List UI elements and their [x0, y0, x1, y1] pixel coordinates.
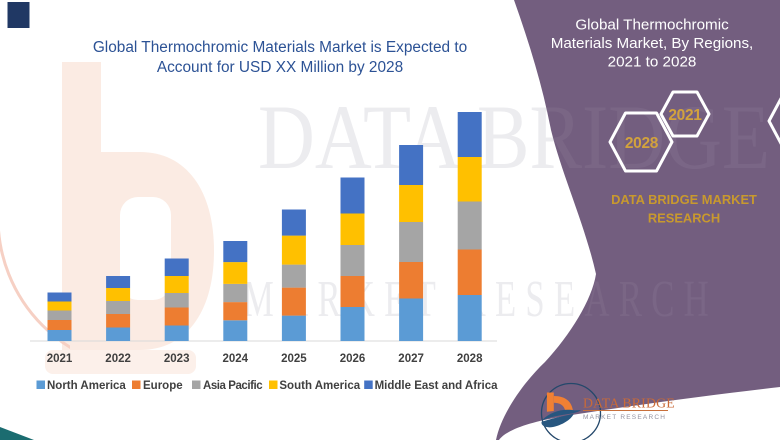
svg-text:Asia Pacific: Asia Pacific [203, 380, 263, 392]
svg-text:2028: 2028 [625, 135, 659, 152]
svg-text:RESEARCH: RESEARCH [648, 211, 720, 226]
svg-text:DATA BRIDGE: DATA BRIDGE [583, 396, 675, 411]
svg-text:Global Thermochromic Materials: Global Thermochromic Materials Market is… [93, 39, 467, 56]
svg-text:2021: 2021 [47, 353, 73, 365]
svg-text:Account for USD XX Million by: Account for USD XX Million by 2028 [157, 59, 403, 76]
svg-text:2022: 2022 [105, 353, 131, 365]
svg-text:MARKET RESEARCH: MARKET RESEARCH [583, 414, 667, 421]
svg-text:2024: 2024 [223, 353, 249, 365]
svg-text:Materials Market, By Regions,: Materials Market, By Regions, [551, 35, 754, 52]
svg-text:2027: 2027 [398, 353, 424, 365]
svg-text:Europe: Europe [143, 380, 183, 392]
svg-text:2021: 2021 [668, 107, 702, 124]
svg-text:2025: 2025 [281, 353, 307, 365]
svg-text:DATA BRIDGE MARKET: DATA BRIDGE MARKET [611, 192, 757, 207]
svg-text:2026: 2026 [340, 353, 366, 365]
svg-text:Global Thermochromic: Global Thermochromic [575, 17, 729, 34]
svg-text:2023: 2023 [164, 353, 190, 365]
svg-text:2021 to 2028: 2021 to 2028 [608, 54, 697, 71]
svg-text:2028: 2028 [457, 353, 483, 365]
svg-text:Middle East and Africa: Middle East and Africa [375, 380, 499, 392]
svg-text:South America: South America [279, 380, 360, 392]
svg-text:North America: North America [47, 380, 126, 392]
